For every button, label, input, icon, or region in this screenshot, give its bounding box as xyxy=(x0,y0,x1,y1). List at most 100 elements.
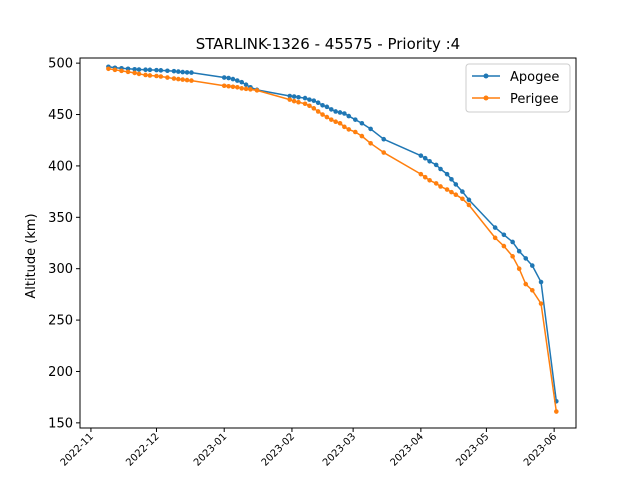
x-tick-label: 2023-04 xyxy=(389,431,426,468)
apogee-point xyxy=(538,279,544,285)
apogee-point xyxy=(438,166,443,172)
legend: Apogee Perigee xyxy=(465,63,571,113)
perigee-point xyxy=(418,171,424,177)
apogee-point xyxy=(189,70,194,75)
apogee-point xyxy=(453,182,459,187)
apogee-point xyxy=(368,126,373,132)
apogee-point xyxy=(291,94,297,99)
perigee-point xyxy=(311,106,317,111)
y-axis-label: Altitude (km) xyxy=(24,213,39,298)
apogee-point xyxy=(136,67,142,72)
perigee-point xyxy=(243,86,249,92)
perigee-point xyxy=(492,235,498,241)
perigee-point xyxy=(530,287,535,293)
y-tick-label: 150 xyxy=(48,416,73,431)
series-layer xyxy=(106,64,559,414)
x-tick-label: 2023-06 xyxy=(522,431,559,468)
legend-label-perigee: Perigee xyxy=(510,92,559,107)
plot-frame xyxy=(79,57,577,429)
apogee-point xyxy=(320,102,325,108)
perigee-point xyxy=(119,68,124,74)
chart-title: STARLINK-1326 - 45575 - Priority :4 xyxy=(196,35,460,53)
apogee-point xyxy=(418,153,424,158)
perigee-point xyxy=(154,73,159,79)
perigee-point xyxy=(516,266,522,271)
apogee-point xyxy=(523,256,529,261)
perigee-point xyxy=(112,67,118,73)
perigee-point xyxy=(346,127,352,132)
apogee-point xyxy=(154,67,159,73)
apogee-point xyxy=(171,68,177,74)
perigee-point xyxy=(359,133,365,139)
perigee-point xyxy=(221,83,227,89)
perigee-point xyxy=(422,174,428,180)
perigee-point xyxy=(449,189,454,195)
perigee-point xyxy=(235,84,240,90)
perigee-point xyxy=(184,77,190,83)
apogee-point xyxy=(287,93,293,99)
perigee-point xyxy=(106,66,111,72)
apogee-point xyxy=(516,248,522,254)
apogee-point xyxy=(324,104,330,110)
x-tick-label: 2022-12 xyxy=(124,431,161,468)
apogee-point xyxy=(165,68,170,74)
apogee-point xyxy=(510,239,515,245)
apogee-point xyxy=(307,97,312,102)
y-axis: 150 200 250 300 350 400 450 500 xyxy=(48,57,80,431)
perigee-point xyxy=(147,73,153,78)
apogee-point xyxy=(337,110,343,115)
y-tick-label: 450 xyxy=(48,108,73,123)
perigee-point xyxy=(427,178,432,183)
apogee-point xyxy=(239,79,244,85)
perigee-point xyxy=(136,71,142,77)
apogee-point xyxy=(311,98,317,103)
y-tick-label: 400 xyxy=(48,159,73,174)
apogee-point xyxy=(176,69,181,74)
perigee-point xyxy=(180,77,185,82)
apogee-point xyxy=(147,67,153,73)
perigee-point xyxy=(171,76,177,81)
perigee-point xyxy=(230,84,236,90)
apogee-line xyxy=(108,65,558,402)
apogee-point xyxy=(333,109,338,114)
apogee-point xyxy=(180,69,185,75)
y-tick-label: 200 xyxy=(48,365,73,380)
perigee-point xyxy=(453,192,459,197)
perigee-point xyxy=(132,70,137,76)
perigee-point xyxy=(226,83,231,89)
perigee-point xyxy=(438,184,443,189)
apogee-point xyxy=(501,232,507,238)
perigee-point xyxy=(296,99,301,105)
x-tick-label: 2023-05 xyxy=(454,431,491,468)
perigee-point xyxy=(287,97,293,102)
perigee-point xyxy=(510,254,515,259)
perigee-point xyxy=(523,281,529,287)
apogee-point xyxy=(184,70,190,75)
apogee-point xyxy=(359,120,365,126)
perigee-point xyxy=(538,301,544,306)
perigee-point xyxy=(381,150,387,155)
perigee-point xyxy=(444,187,450,192)
perigee-point xyxy=(433,181,439,186)
x-tick-label: 2023-02 xyxy=(260,431,297,468)
perigee-point xyxy=(158,74,164,79)
perigee-point xyxy=(333,119,338,125)
x-tick-label: 2023-03 xyxy=(321,431,358,468)
perigee-point xyxy=(307,103,312,109)
perigee-point xyxy=(466,202,472,208)
perigee-point xyxy=(254,88,260,93)
apogee-point xyxy=(381,136,387,142)
apogee-point xyxy=(530,263,535,268)
y-tick-label: 350 xyxy=(48,211,73,226)
perigee-point xyxy=(176,76,181,82)
apogee-point xyxy=(444,171,450,177)
perigee-point xyxy=(337,120,343,126)
apogee-point xyxy=(243,82,249,88)
apogee-point xyxy=(492,225,498,230)
y-tick-label: 500 xyxy=(48,57,73,72)
perigee-point xyxy=(165,75,170,80)
apogee-point xyxy=(221,75,227,80)
apogee-point xyxy=(346,113,352,119)
apogee-point xyxy=(449,176,454,182)
perigee-point xyxy=(353,129,358,135)
